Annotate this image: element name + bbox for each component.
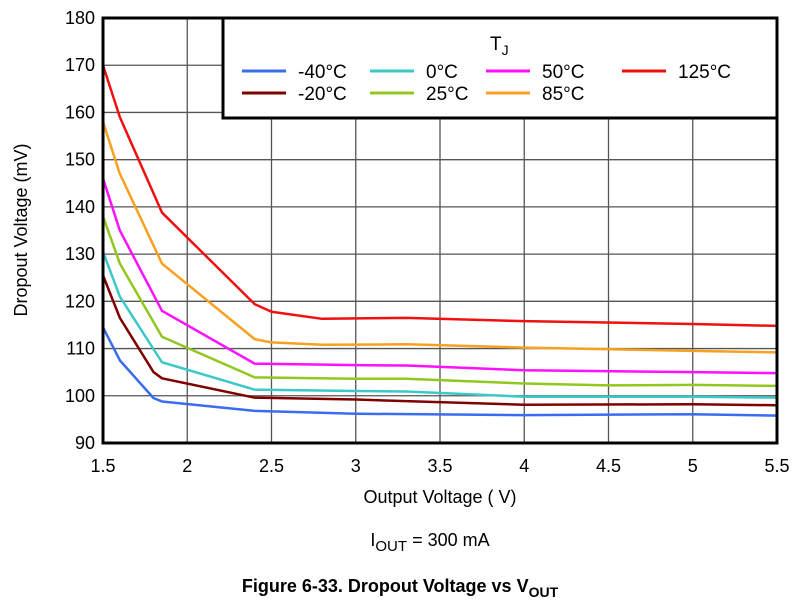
legend-label: -40°C (298, 62, 347, 83)
y-tick-label: 150 (65, 150, 95, 170)
legend-label: 125°C (678, 62, 731, 83)
y-tick-labels: 90 100 110 120 130 140 150 160 170 180 (65, 8, 95, 453)
x-tick-label: 4 (519, 456, 529, 476)
series-line-3 (101, 215, 778, 388)
y-tick-label: 170 (65, 55, 95, 75)
y-axis-label: Dropout Voltage (mV) (11, 143, 31, 316)
x-tick-label: 3 (351, 456, 361, 476)
series-line-2 (101, 251, 778, 399)
series-lines (101, 64, 778, 417)
x-tick-label: 3.5 (427, 456, 452, 476)
legend-label: -20°C (298, 84, 347, 105)
series-line-6 (101, 64, 778, 328)
y-tick-label: 130 (65, 244, 95, 264)
x-tick-label: 5 (688, 456, 698, 476)
series-line-5 (101, 121, 778, 354)
y-tick-label: 160 (65, 102, 95, 122)
figure-caption: Figure 6-33. Dropout Voltage vs VOUT (242, 576, 559, 600)
legend-label: 50°C (542, 62, 584, 83)
condition-label: IOUT = 300 mA (370, 530, 489, 555)
x-tick-label: 5.5 (764, 456, 789, 476)
legend-label: 25°C (426, 84, 468, 105)
legend-label: 85°C (542, 84, 584, 105)
x-tick-label: 4.5 (596, 456, 621, 476)
legend: TJ -40°C-20°C 0°C25°C 50°C85°C 125°C (221, 16, 779, 120)
x-tick-labels: 1.5 2 2.5 3 3.5 4 4.5 5 5.5 (90, 456, 789, 476)
legend-title: TJ (490, 34, 509, 58)
y-tick-label: 110 (66, 339, 95, 359)
series-line-0 (101, 326, 778, 417)
y-tick-label: 180 (65, 8, 95, 28)
series-line-1 (101, 274, 778, 407)
y-tick-label: 90 (75, 433, 95, 453)
legend-box (221, 16, 779, 120)
y-tick-label: 140 (65, 197, 95, 217)
x-axis-label: Output Voltage ( V) (363, 487, 516, 507)
legend-label: 0°C (426, 62, 458, 83)
x-tick-label: 2 (182, 456, 192, 476)
x-tick-label: 1.5 (90, 456, 115, 476)
y-tick-label: 100 (65, 386, 95, 406)
series-line-4 (101, 178, 778, 375)
y-tick-label: 120 (65, 291, 95, 311)
x-tick-label: 2.5 (259, 456, 284, 476)
